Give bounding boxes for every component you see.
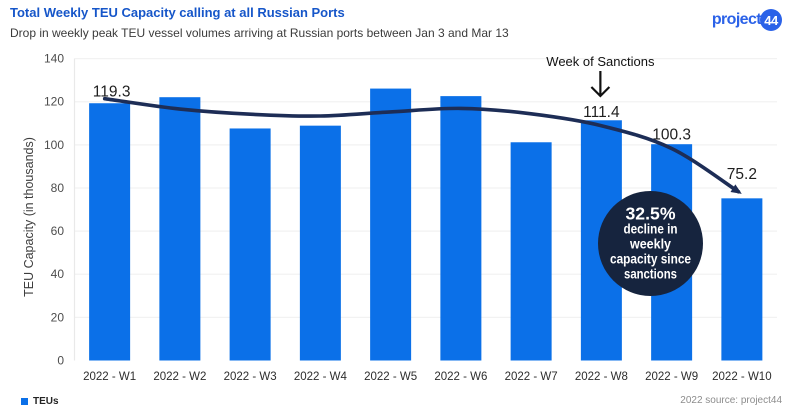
trend-line: [102, 96, 742, 194]
y-tick-label-40: 40: [51, 267, 65, 281]
callout-line-1: 32.5%: [626, 204, 676, 224]
y-axis-title: TEU Capacity (in thousands): [22, 137, 36, 297]
bar-2022-w3[interactable]: [229, 128, 271, 361]
y-tick-label-100: 100: [44, 138, 64, 152]
x-tick-label-5: 2022 - W5: [364, 371, 417, 383]
y-tick-label-140: 140: [44, 52, 64, 66]
x-tick-label-3: 2022 - W3: [224, 371, 277, 383]
value-label-w8: 111.4: [583, 104, 620, 121]
value-label-w1: 119.3: [93, 84, 131, 101]
callout-line-5: sanctions: [624, 267, 677, 282]
x-tick-label-4: 2022 - W4: [294, 371, 348, 383]
y-tick-label-20: 20: [51, 310, 65, 324]
bar-2022-w4[interactable]: [299, 125, 341, 361]
project44-logo: project 44: [712, 8, 782, 32]
y-tick-label-0: 0: [57, 354, 64, 368]
decline-callout-circle: [598, 191, 703, 296]
value-label-w9: 100.3: [652, 127, 691, 144]
x-tick-label-2: 2022 - W2: [153, 371, 206, 383]
x-tick-label-9: 2022 - W9: [645, 371, 698, 383]
x-tick-label-10: 2022 - W10: [712, 371, 771, 383]
y-tick-label-80: 80: [51, 181, 65, 195]
x-tick-label-6: 2022 - W6: [434, 371, 487, 383]
legend-swatch-teus: [21, 398, 28, 405]
bar-2022-w1[interactable]: [89, 103, 131, 361]
bar-2022-w2[interactable]: [159, 97, 201, 361]
callout-line-2: decline in: [624, 222, 678, 237]
bar-2022-w5[interactable]: [370, 88, 412, 361]
legend[interactable]: TEUs: [21, 396, 59, 407]
legend-label-teus: TEUs: [33, 396, 59, 407]
x-tick-label-7: 2022 - W7: [505, 371, 558, 383]
chart-subtitle: Drop in weekly peak TEU vessel volumes a…: [10, 26, 509, 40]
bar-2022-w6[interactable]: [440, 96, 482, 361]
sanctions-annotation-label: Week of Sanctions: [546, 54, 655, 69]
bar-2022-w10[interactable]: [721, 198, 763, 361]
callout-line-3: weekly: [629, 237, 671, 252]
x-tick-label-1: 2022 - W1: [83, 371, 136, 383]
value-label-w10: 75.2: [727, 166, 757, 183]
chart-title: Total Weekly TEU Capacity calling at all…: [10, 5, 345, 20]
x-tick-label-8: 2022 - W8: [575, 371, 628, 383]
callout-line-4: capacity since: [610, 252, 691, 267]
source-credit: 2022 source: project44: [680, 395, 782, 406]
project44-logo-badge: 44: [760, 9, 782, 31]
bar-2022-w7[interactable]: [510, 142, 552, 361]
y-tick-label-120: 120: [44, 95, 64, 109]
project44-logo-text: project: [711, 11, 762, 28]
sanctions-down-arrow-icon: [590, 71, 611, 98]
y-tick-label-60: 60: [51, 224, 65, 238]
